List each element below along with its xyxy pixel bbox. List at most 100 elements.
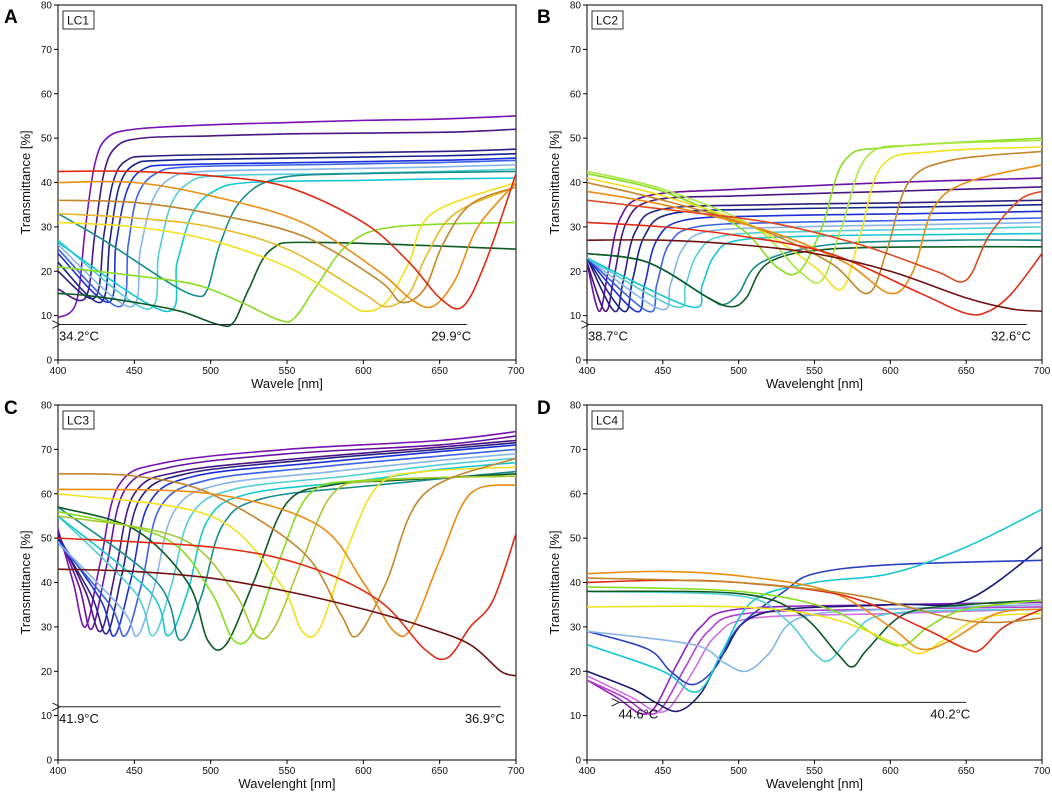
y-tick-label: 10 bbox=[41, 711, 53, 722]
temperature-end-label: 40.2°C bbox=[930, 706, 970, 721]
series-line-3 bbox=[587, 608, 1042, 713]
y-tick-label: 0 bbox=[46, 356, 52, 367]
panel-c: C 0 10 20 30 40 50 60 70 80 400 450 500 550 600 650 700 W… bbox=[4, 398, 525, 791]
y-tick-label: 0 bbox=[46, 756, 52, 767]
y-tick-label: 50 bbox=[570, 134, 582, 145]
series-line-4 bbox=[58, 441, 516, 635]
legend-label: LC1 bbox=[67, 14, 89, 28]
x-tick-label: 700 bbox=[508, 766, 525, 777]
legend-frame bbox=[591, 410, 624, 430]
x-tick-label: 500 bbox=[730, 366, 747, 377]
x-tick-label: 550 bbox=[279, 766, 296, 777]
panel-letter: A bbox=[4, 7, 18, 28]
legend-frame bbox=[62, 410, 95, 430]
legend-box: LC2 bbox=[591, 10, 624, 30]
temperature-start-label: 34.2°C bbox=[59, 329, 99, 344]
x-tick-label: 650 bbox=[958, 366, 975, 377]
series-line-14 bbox=[58, 466, 516, 638]
x-tick-label: 500 bbox=[202, 766, 219, 777]
y-tick-label: 10 bbox=[41, 311, 53, 322]
x-tick-label: 550 bbox=[279, 366, 296, 377]
y-tick-label: 40 bbox=[570, 578, 582, 589]
series-line-4 bbox=[58, 152, 516, 304]
x-tick-label: 550 bbox=[806, 766, 823, 777]
x-tick-label: 500 bbox=[202, 366, 219, 377]
series-line-6 bbox=[58, 159, 516, 308]
series-line-5 bbox=[587, 210, 1042, 313]
x-tick-label: 600 bbox=[355, 766, 372, 777]
series-line-14 bbox=[587, 577, 1042, 624]
temperature-start-label: 41.9°C bbox=[59, 711, 99, 726]
series-group bbox=[58, 430, 516, 677]
y-tick-label: 70 bbox=[570, 45, 582, 56]
legend-label: LC3 bbox=[67, 414, 89, 428]
temperature-end-label: 32.6°C bbox=[991, 329, 1031, 344]
series-line-7 bbox=[58, 453, 516, 638]
series-line-2 bbox=[58, 435, 516, 630]
temperature-end-label: 36.9°C bbox=[465, 711, 505, 726]
x-tick-label: 600 bbox=[355, 366, 372, 377]
x-tick-label: 500 bbox=[730, 766, 747, 777]
temperature-start-label: 44.6°C bbox=[618, 706, 658, 721]
y-tick-label: 30 bbox=[570, 622, 582, 633]
series-line-15 bbox=[58, 457, 516, 638]
x-tick-label: 450 bbox=[654, 766, 671, 777]
series-group bbox=[587, 508, 1042, 715]
x-tick-label: 600 bbox=[882, 366, 899, 377]
y-tick-label: 80 bbox=[570, 401, 582, 412]
x-axis-title: Wavelenght [nm] bbox=[766, 776, 863, 791]
y-axis-title: Transmittance [%] bbox=[18, 130, 33, 234]
series-group bbox=[58, 115, 516, 328]
y-tick-label: 80 bbox=[41, 1, 53, 12]
series-line-6 bbox=[587, 508, 1042, 693]
series-line-10 bbox=[587, 586, 1042, 647]
series-line-17 bbox=[58, 533, 516, 661]
x-axis-title: Wavele [nm] bbox=[251, 376, 323, 391]
x-tick-label: 450 bbox=[126, 766, 143, 777]
series-line-14 bbox=[58, 186, 516, 308]
series-line-6 bbox=[58, 448, 516, 637]
y-tick-label: 20 bbox=[41, 267, 53, 278]
x-tick-label: 650 bbox=[431, 766, 448, 777]
series-line-7 bbox=[587, 603, 1042, 673]
series-line-17 bbox=[58, 170, 516, 310]
series-line-10 bbox=[58, 170, 516, 298]
series-line-1 bbox=[587, 601, 1042, 715]
x-tick-label: 450 bbox=[654, 366, 671, 377]
y-tick-label: 50 bbox=[570, 534, 582, 545]
series-line-4 bbox=[587, 203, 1042, 313]
x-tick-label: 450 bbox=[126, 366, 143, 377]
series-line-19 bbox=[587, 239, 1042, 312]
x-tick-label: 550 bbox=[806, 366, 823, 377]
y-tick-label: 20 bbox=[570, 667, 582, 678]
y-tick-label: 50 bbox=[41, 134, 53, 145]
x-tick-label: 400 bbox=[50, 366, 67, 377]
legend-frame bbox=[591, 10, 624, 30]
legend-label: LC4 bbox=[596, 414, 618, 428]
y-tick-label: 80 bbox=[570, 1, 582, 12]
y-tick-label: 60 bbox=[41, 489, 53, 500]
x-tick-label: 700 bbox=[508, 366, 525, 377]
series-line-9 bbox=[58, 177, 516, 312]
x-tick-label: 650 bbox=[958, 766, 975, 777]
legend-box: LC3 bbox=[62, 410, 95, 430]
series-line-13 bbox=[58, 181, 516, 313]
y-tick-label: 80 bbox=[41, 401, 53, 412]
series-line-9 bbox=[587, 590, 1042, 668]
y-tick-label: 70 bbox=[41, 45, 53, 56]
series-line-9 bbox=[587, 232, 1042, 309]
y-tick-label: 50 bbox=[41, 534, 53, 545]
panel-letter: C bbox=[4, 398, 18, 419]
legend-box: LC1 bbox=[62, 10, 95, 30]
legend-box: LC4 bbox=[591, 410, 624, 430]
y-axis-title: Transmittance [%] bbox=[547, 130, 562, 234]
y-tick-label: 60 bbox=[41, 89, 53, 100]
series-line-13 bbox=[587, 139, 1042, 284]
series-line-11 bbox=[587, 605, 1042, 655]
series-line-8 bbox=[587, 226, 1042, 309]
series-line-16 bbox=[587, 163, 1042, 295]
series-line-18 bbox=[58, 568, 516, 677]
temperature-end-label: 29.9°C bbox=[431, 329, 471, 344]
y-axis-title: Transmittance [%] bbox=[547, 530, 562, 634]
y-tick-label: 70 bbox=[570, 445, 582, 456]
